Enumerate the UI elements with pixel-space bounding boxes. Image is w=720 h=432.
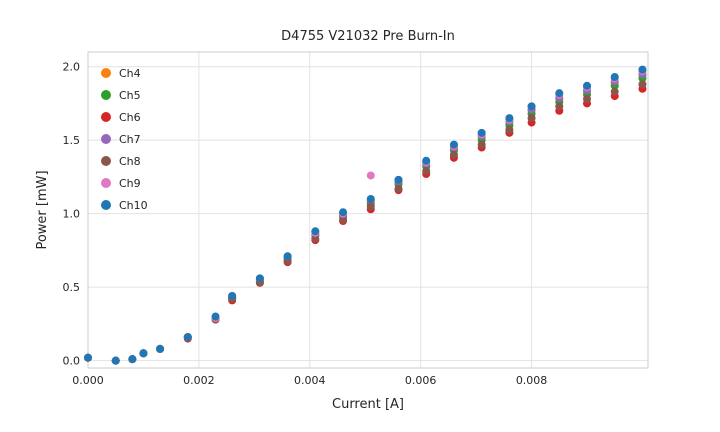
data-point [128,355,137,364]
series-ch8 [84,80,647,365]
data-point [311,227,320,236]
legend-marker [101,112,111,122]
scatter-points [84,65,647,365]
data-point [139,349,148,358]
data-point [394,175,403,184]
data-point [111,356,120,365]
legend-marker [101,134,111,144]
x-tick-label: 0.006 [405,374,437,387]
legend-marker [101,156,111,166]
plot-border [87,51,649,369]
legend-label: Ch8 [119,155,141,168]
y-tick-label: 1.5 [63,134,81,147]
x-tick-label: 0.008 [516,374,548,387]
data-point [283,252,292,261]
y-tick-label: 2.0 [63,61,81,74]
data-point [422,156,431,165]
data-point [228,291,237,300]
x-axis-label: Current [A] [332,397,404,412]
legend-label: Ch5 [119,89,141,102]
data-point [366,194,375,203]
data-point [366,171,375,180]
y-axis-label: Power [mW] [35,170,50,249]
data-point [555,102,564,111]
data-point [84,353,92,362]
data-point [477,140,486,149]
legend-label: Ch10 [119,199,148,212]
legend-marker [101,68,111,78]
x-tick-label: 0.002 [183,374,215,387]
data-point [394,184,403,193]
legend-marker [101,90,111,100]
data-point [156,344,165,353]
data-point [449,140,458,149]
x-tick-label: 0.000 [72,374,104,387]
data-point [255,274,264,283]
legend: Ch4 Ch5 Ch6 Ch7 Ch8 Ch9 Ch10 [101,67,148,212]
series-ch7 [84,70,647,365]
data-point [311,234,320,243]
axis-tick-labels: 0.000 0.002 0.004 0.006 0.008 0.0 0.5 1.0 1.5 2.0 [63,61,548,387]
y-tick-label: 1.0 [63,208,81,221]
data-point [610,72,619,81]
data-point [527,102,536,111]
data-point [638,80,647,89]
data-point [555,89,564,98]
data-point [505,125,514,134]
data-point [505,114,514,123]
data-point [638,65,647,74]
chart-title: D4755 V21032 Pre Burn-In [281,29,455,44]
data-point [211,312,220,321]
legend-label: Ch4 [119,67,141,80]
series-ch5 [84,74,647,365]
data-point [610,87,619,96]
series-ch6 [84,84,647,365]
series-ch10 [84,65,647,365]
data-point [583,95,592,104]
legend-label: Ch6 [119,111,141,124]
x-tick-label: 0.004 [294,374,326,387]
data-point [583,81,592,90]
data-point [183,333,192,342]
data-point [527,114,536,123]
series-ch4 [84,71,647,365]
legend-marker [101,178,111,188]
legend-label: Ch7 [119,133,141,146]
data-point [339,208,348,217]
data-point [477,128,486,137]
legend-marker [101,200,111,210]
gridlines [87,52,648,368]
data-point [449,150,458,159]
data-point [339,215,348,224]
data-point [366,202,375,211]
y-tick-label: 0.0 [63,355,81,368]
data-point [422,167,431,176]
y-tick-label: 0.5 [63,281,81,294]
legend-label: Ch9 [119,177,141,190]
